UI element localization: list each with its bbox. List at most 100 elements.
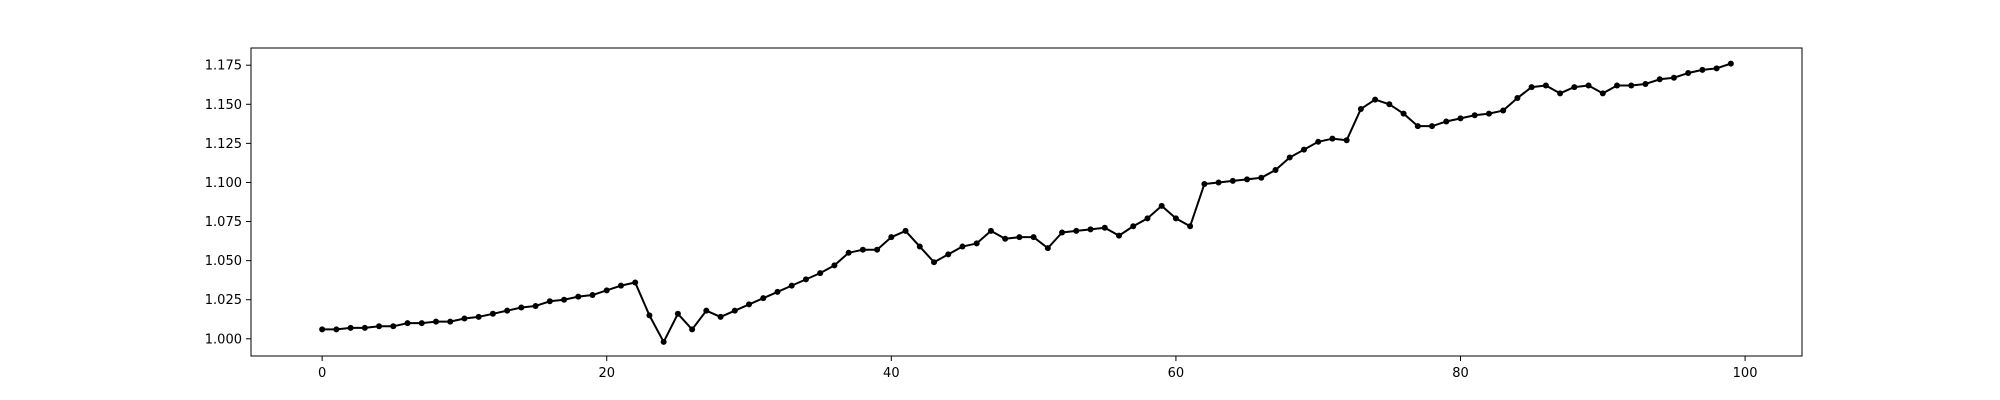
data-point bbox=[1528, 84, 1535, 91]
y-tick-label: 1.075 bbox=[205, 215, 242, 230]
data-point bbox=[575, 293, 582, 300]
data-point bbox=[731, 307, 738, 314]
data-point bbox=[845, 249, 852, 256]
data-point bbox=[874, 246, 881, 253]
data-point bbox=[418, 320, 425, 327]
data-point bbox=[660, 338, 667, 345]
data-point bbox=[1343, 137, 1350, 144]
data-point bbox=[432, 318, 439, 325]
data-point bbox=[1685, 70, 1692, 77]
y-tick-label: 1.125 bbox=[205, 137, 242, 152]
data-point bbox=[674, 310, 681, 317]
data-point bbox=[617, 282, 624, 289]
data-point bbox=[1727, 60, 1734, 67]
y-tick-label: 1.000 bbox=[205, 332, 242, 347]
data-point bbox=[475, 313, 482, 320]
data-point bbox=[1300, 146, 1307, 153]
data-point bbox=[1144, 215, 1151, 222]
y-tick-label: 1.150 bbox=[205, 98, 242, 113]
data-point bbox=[603, 287, 610, 294]
plot-area: 0 20 40 60 80 100 1.0001.0251.0501.0751.1001.… bbox=[205, 47, 1803, 381]
data-point bbox=[831, 262, 838, 269]
data-series bbox=[319, 60, 1734, 345]
data-point bbox=[1372, 96, 1379, 103]
data-point bbox=[703, 307, 710, 314]
data-point bbox=[333, 326, 340, 333]
data-point bbox=[532, 302, 539, 309]
data-point bbox=[717, 313, 724, 320]
data-point bbox=[1130, 223, 1137, 230]
data-point bbox=[518, 304, 525, 311]
data-point bbox=[1542, 82, 1549, 89]
data-point bbox=[987, 227, 994, 234]
data-point bbox=[1471, 112, 1478, 119]
data-point bbox=[1030, 234, 1037, 241]
data-point bbox=[1500, 107, 1507, 114]
data-point bbox=[1414, 123, 1421, 130]
data-point bbox=[1642, 80, 1649, 87]
y-tick-label: 1.175 bbox=[205, 59, 242, 74]
series-line bbox=[322, 62, 1732, 343]
data-point bbox=[347, 324, 354, 331]
data-point bbox=[817, 270, 824, 277]
data-point bbox=[1557, 90, 1564, 97]
x-tick-label: 20 bbox=[598, 366, 615, 381]
data-point bbox=[1172, 215, 1179, 222]
data-point bbox=[760, 295, 767, 302]
data-point bbox=[489, 310, 496, 317]
y-tick-label: 1.025 bbox=[205, 293, 242, 308]
axes-frame bbox=[250, 47, 1803, 357]
data-point bbox=[1386, 101, 1393, 108]
data-point bbox=[1059, 229, 1066, 236]
data-point bbox=[1357, 105, 1364, 112]
data-point bbox=[1244, 176, 1251, 183]
data-point bbox=[1201, 181, 1208, 188]
data-point bbox=[1614, 82, 1621, 89]
y-axis-ticks: 1.000 1.025 1.050 1.075 1.100 1.125 1.150 1.175 bbox=[205, 59, 251, 347]
x-axis-ticks: 0 20 40 60 80 100 bbox=[318, 356, 1757, 381]
data-point bbox=[859, 246, 866, 253]
data-point bbox=[1457, 115, 1464, 122]
data-point bbox=[1286, 154, 1293, 161]
data-point bbox=[361, 324, 368, 331]
data-point bbox=[1329, 135, 1336, 142]
data-point bbox=[1670, 74, 1677, 81]
data-point bbox=[1400, 110, 1407, 117]
data-point bbox=[1101, 224, 1108, 231]
data-point bbox=[546, 298, 553, 305]
data-point bbox=[1073, 227, 1080, 234]
data-point bbox=[746, 301, 753, 308]
data-point bbox=[1443, 118, 1450, 125]
data-point bbox=[504, 307, 511, 314]
data-point bbox=[1585, 82, 1592, 89]
data-point bbox=[973, 240, 980, 247]
x-tick-label: 0 bbox=[318, 366, 326, 381]
data-point bbox=[931, 259, 938, 266]
data-point bbox=[1044, 245, 1051, 252]
data-point bbox=[902, 227, 909, 234]
data-point bbox=[632, 279, 639, 286]
data-point bbox=[916, 243, 923, 250]
x-tick-label: 60 bbox=[1168, 366, 1185, 381]
data-point bbox=[1158, 202, 1165, 209]
data-point bbox=[1699, 66, 1706, 73]
data-point bbox=[404, 320, 411, 327]
data-point bbox=[802, 276, 809, 283]
data-point bbox=[959, 243, 966, 250]
data-point bbox=[1087, 226, 1094, 233]
data-point bbox=[1628, 82, 1635, 89]
data-point bbox=[1215, 179, 1222, 186]
data-point bbox=[461, 315, 468, 322]
data-point bbox=[1713, 65, 1720, 72]
data-point bbox=[319, 326, 326, 333]
data-point bbox=[774, 288, 781, 295]
data-point bbox=[1571, 84, 1578, 91]
data-point bbox=[376, 323, 383, 330]
data-point bbox=[447, 318, 454, 325]
data-point bbox=[1485, 110, 1492, 117]
y-tick-label: 1.100 bbox=[205, 176, 242, 191]
data-point bbox=[1429, 123, 1436, 130]
data-point bbox=[1272, 166, 1279, 173]
